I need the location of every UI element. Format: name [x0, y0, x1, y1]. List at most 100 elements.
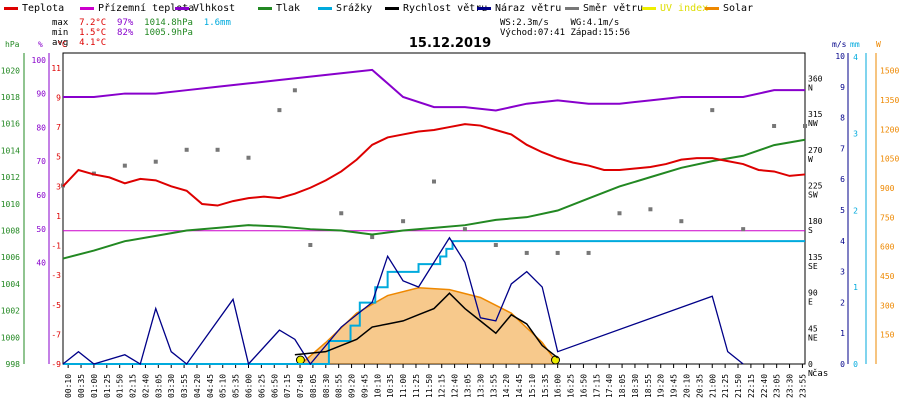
wind-speed-line: [294, 292, 559, 359]
wind-dir-point: [803, 123, 807, 128]
time-tick-label: 21:50: [734, 374, 743, 398]
legend-swatch: [318, 6, 332, 10]
wind-dir-point: [215, 147, 220, 152]
w-tick: 1500: [880, 67, 899, 76]
time-tick-label: 01:00: [90, 374, 99, 398]
legend-item-0: Teplota: [4, 3, 64, 14]
time-tick-label: 14:45: [515, 374, 524, 398]
wind-dir-point: [555, 250, 560, 255]
w-tick: 750: [880, 213, 895, 222]
legend-label: Rychlost větru: [403, 3, 488, 14]
pct-tick: 70: [36, 157, 46, 166]
legend-swatch: [258, 6, 272, 10]
time-tick-label: 21:25: [721, 374, 730, 398]
w-unit: W: [876, 40, 881, 49]
time-tick-label: 15:10: [528, 374, 537, 398]
c-tick: -1: [51, 242, 61, 251]
temperature-line: [62, 123, 806, 207]
pct-tick: 40: [36, 259, 46, 268]
time-tick-label: 17:40: [605, 374, 614, 398]
ms-tick: 3: [840, 268, 845, 277]
wind-dir-point: [679, 219, 684, 224]
legend-item-6: Náraz větru: [477, 3, 561, 14]
dir-tick-deg: 0: [808, 360, 813, 369]
time-tick-label: 07:15: [283, 374, 292, 398]
time-tick-label: 13:30: [476, 374, 485, 398]
w-tick: 450: [880, 272, 895, 281]
hpa-tick: 1004: [1, 280, 20, 289]
time-tick-label: 20:10: [682, 374, 691, 398]
legend-label: Přízemní teplota: [98, 3, 195, 14]
dir-tick-deg: 135: [808, 253, 823, 262]
c-tick: 11: [51, 64, 61, 73]
wind-dir-point: [741, 227, 746, 232]
time-tick-label: 23:30: [786, 374, 795, 398]
time-tick-label: 05:10: [219, 374, 228, 398]
time-tick-label: 12:15: [438, 374, 447, 398]
time-tick-label: 09:45: [360, 374, 369, 398]
time-tick-label: 04:45: [206, 374, 215, 398]
time-tick-label: 12:40: [451, 374, 460, 398]
wind-dir-point: [617, 211, 622, 216]
hpa-tick: 1016: [1, 120, 20, 129]
hpa-tick: 1014: [1, 146, 20, 155]
ms-tick: 8: [840, 114, 845, 123]
wind-dir-point: [401, 219, 406, 224]
legend: Teplota Přízemní teplota Vlhkost Tlak Srážky…: [0, 0, 900, 16]
mm-tick: 4: [853, 53, 858, 62]
dir-tick-deg: 90: [808, 289, 818, 298]
c-tick: 7: [56, 123, 61, 132]
mm-tick: 2: [853, 206, 858, 215]
w-tick: 1200: [880, 125, 899, 134]
legend-swatch: [4, 6, 18, 10]
time-tick-label: 16:00: [554, 374, 563, 398]
legend-swatch: [385, 6, 399, 10]
legend-item-2: Vlhkost: [175, 3, 235, 14]
legend-item-4: Srážky: [318, 3, 372, 14]
legend-swatch: [565, 6, 579, 10]
time-tick-label: 01:25: [103, 374, 112, 398]
time-tick-label: 09:20: [348, 374, 357, 398]
legend-item-1: Přízemní teplota: [80, 3, 194, 14]
time-tick-label: 06:50: [270, 374, 279, 398]
sunset-marker: [551, 355, 561, 365]
dir-tick-deg: 45: [808, 324, 818, 333]
time-tick-label: 03:30: [167, 374, 176, 398]
dir-tick-name: E: [808, 298, 813, 307]
wind-dir-point: [772, 123, 777, 128]
legend-item-7: Směr větru: [565, 3, 643, 14]
time-tick-label: 08:55: [335, 374, 344, 398]
pressure-line: [62, 138, 806, 260]
dir-tick-name: S: [808, 226, 813, 235]
time-tick-label: 13:55: [489, 374, 498, 398]
time-tick-label: 03:55: [180, 374, 189, 398]
ms-tick: 10: [835, 52, 845, 61]
time-tick-label: 08:05: [309, 374, 318, 398]
dir-tick-deg: 360: [808, 74, 823, 83]
wind-dir-point: [339, 211, 344, 216]
c-tick: 1: [56, 212, 61, 221]
legend-label: Solar: [723, 3, 754, 14]
dir-tick-name: NE: [808, 333, 818, 342]
time-tick-label: 15:35: [541, 374, 550, 398]
time-tick-label: 01:50: [116, 374, 125, 398]
wind-dir-point: [370, 235, 375, 240]
hpa-tick: 1000: [1, 333, 20, 342]
legend-label: Směr větru: [583, 3, 644, 14]
time-tick-label: 11:25: [412, 374, 421, 398]
legend-label: Tlak: [276, 3, 301, 14]
c-tick: 5: [56, 153, 61, 162]
time-tick-label: 23:55: [798, 374, 807, 398]
time-tick-label: 00:10: [64, 374, 73, 398]
c-tick: -9: [51, 360, 61, 369]
legend-label: Teplota: [22, 3, 65, 14]
wind-dir-point: [586, 250, 591, 255]
time-tick-label: 16:25: [567, 374, 576, 398]
legend-item-5: Rychlost větru: [385, 3, 487, 14]
pct-tick: 90: [36, 90, 46, 99]
legend-swatch: [477, 6, 491, 10]
time-tick-label: 11:50: [425, 374, 434, 398]
w-tick: 300: [880, 301, 895, 310]
time-tick-label: 00:35: [77, 374, 86, 398]
